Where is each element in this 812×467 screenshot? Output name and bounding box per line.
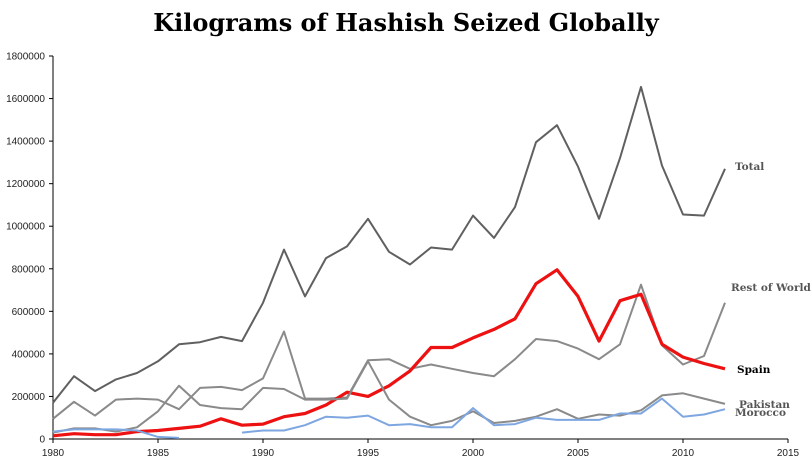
y-tick-label: 200000 — [12, 392, 46, 403]
series-line-spain — [52, 268, 726, 438]
series-label-spain: Spain — [737, 364, 771, 376]
series-label-morocco: Morocco — [735, 407, 786, 419]
y-tick-label: 400000 — [12, 349, 46, 360]
x-tick-label: 2005 — [567, 448, 590, 459]
series-line-morocco — [52, 397, 726, 439]
series-label-pakistan: Pakistan — [739, 399, 790, 411]
x-tick-label: 2010 — [672, 448, 695, 459]
y-tick-label: 1600000 — [6, 94, 45, 105]
y-tick-label: 1000000 — [6, 222, 45, 233]
y-tick-label: 600000 — [12, 307, 46, 318]
x-tick-label: 1995 — [357, 448, 380, 459]
y-tick-label: 1400000 — [6, 137, 45, 148]
y-tick-label: 1800000 — [6, 52, 45, 63]
x-tick-label: 2000 — [462, 448, 485, 459]
series-label-total: Total — [735, 161, 764, 173]
x-tick-label: 1985 — [147, 448, 170, 459]
chart-title: Kilograms of Hashish Seized Globally — [153, 8, 659, 37]
y-tick-label: 1200000 — [6, 179, 45, 190]
series-line-pakistan — [52, 360, 726, 434]
x-tick-label: 1980 — [42, 448, 65, 459]
x-tick-label: 1990 — [252, 448, 275, 459]
y-tick-label: 0 — [39, 435, 45, 446]
series-label-rest-of-world: Rest of World — [731, 282, 811, 294]
y-tick-label: 800000 — [12, 264, 46, 275]
x-tick-label: 2015 — [777, 448, 800, 459]
series-line-total — [52, 85, 726, 404]
